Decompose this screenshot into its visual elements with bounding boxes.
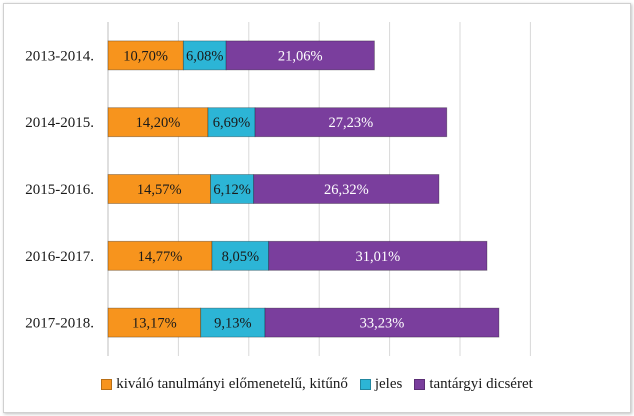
bar-segment (107, 240, 213, 271)
gridlines (107, 22, 531, 356)
legend-swatch-dicseret (414, 379, 426, 390)
data-label: 33,23% (360, 316, 405, 332)
data-label: 10,70% (123, 48, 168, 64)
bar-segment (264, 307, 500, 338)
data-label: 8,05% (222, 249, 259, 265)
bar-segment (210, 174, 255, 204)
legend-label-dicseret: tantárgyi dicséret (429, 376, 533, 392)
data-label: 26,32% (324, 182, 369, 198)
data-label: 6,12% (213, 182, 250, 198)
bar-segment (107, 307, 202, 338)
data-label: 6,69% (213, 115, 250, 131)
legend-item-kivalo: kiváló tanulmányi előmenetelű, kitűnő (101, 376, 348, 393)
category-label: 2016-2017. (25, 249, 94, 265)
data-label: 21,06% (278, 48, 323, 64)
bar-segment (107, 40, 184, 71)
category-label: 2013-2014. (25, 48, 94, 64)
legend-label-jeles: jeles (374, 376, 403, 392)
category-label: 2017-2018. (25, 316, 94, 332)
category-labels: 2013-2014. 2014-2015. 2015-2016. 2016-2017.… (25, 48, 94, 331)
legend-item-jeles: jeles (359, 376, 403, 393)
bar-segment (200, 307, 266, 338)
data-label: 31,01% (355, 249, 400, 265)
data-label: 14,20% (136, 115, 181, 131)
bar-segment (225, 40, 375, 71)
legend: kiváló tanulmányi előmenetelű, kitűnő je… (0, 376, 634, 393)
bar-segment (253, 174, 440, 204)
bar-segment (207, 107, 256, 138)
data-label: 13,17% (132, 316, 177, 332)
category-label: 2015-2016. (25, 182, 94, 198)
category-label: 2014-2015. (25, 115, 94, 131)
data-label: 6,08% (186, 48, 223, 64)
bar-segment (254, 107, 448, 138)
data-label: 9,13% (214, 316, 251, 332)
legend-swatch-jeles (359, 379, 371, 390)
legend-swatch-kivalo (101, 379, 113, 390)
legend-label-kivalo: kiváló tanulmányi előmenetelű, kitűnő (116, 376, 348, 392)
data-label: 14,77% (138, 249, 183, 265)
bar-segment (107, 107, 209, 138)
data-label: 14,57% (137, 182, 182, 198)
legend-item-dicseret: tantárgyi dicséret (414, 376, 533, 393)
bar-segment (268, 240, 488, 271)
data-label: 27,23% (329, 115, 374, 131)
bars: 10,70% 6,08% 21,06% 14,20% 6,69% 27,23% 14,57%… (107, 40, 500, 338)
bar-segment (182, 40, 227, 71)
